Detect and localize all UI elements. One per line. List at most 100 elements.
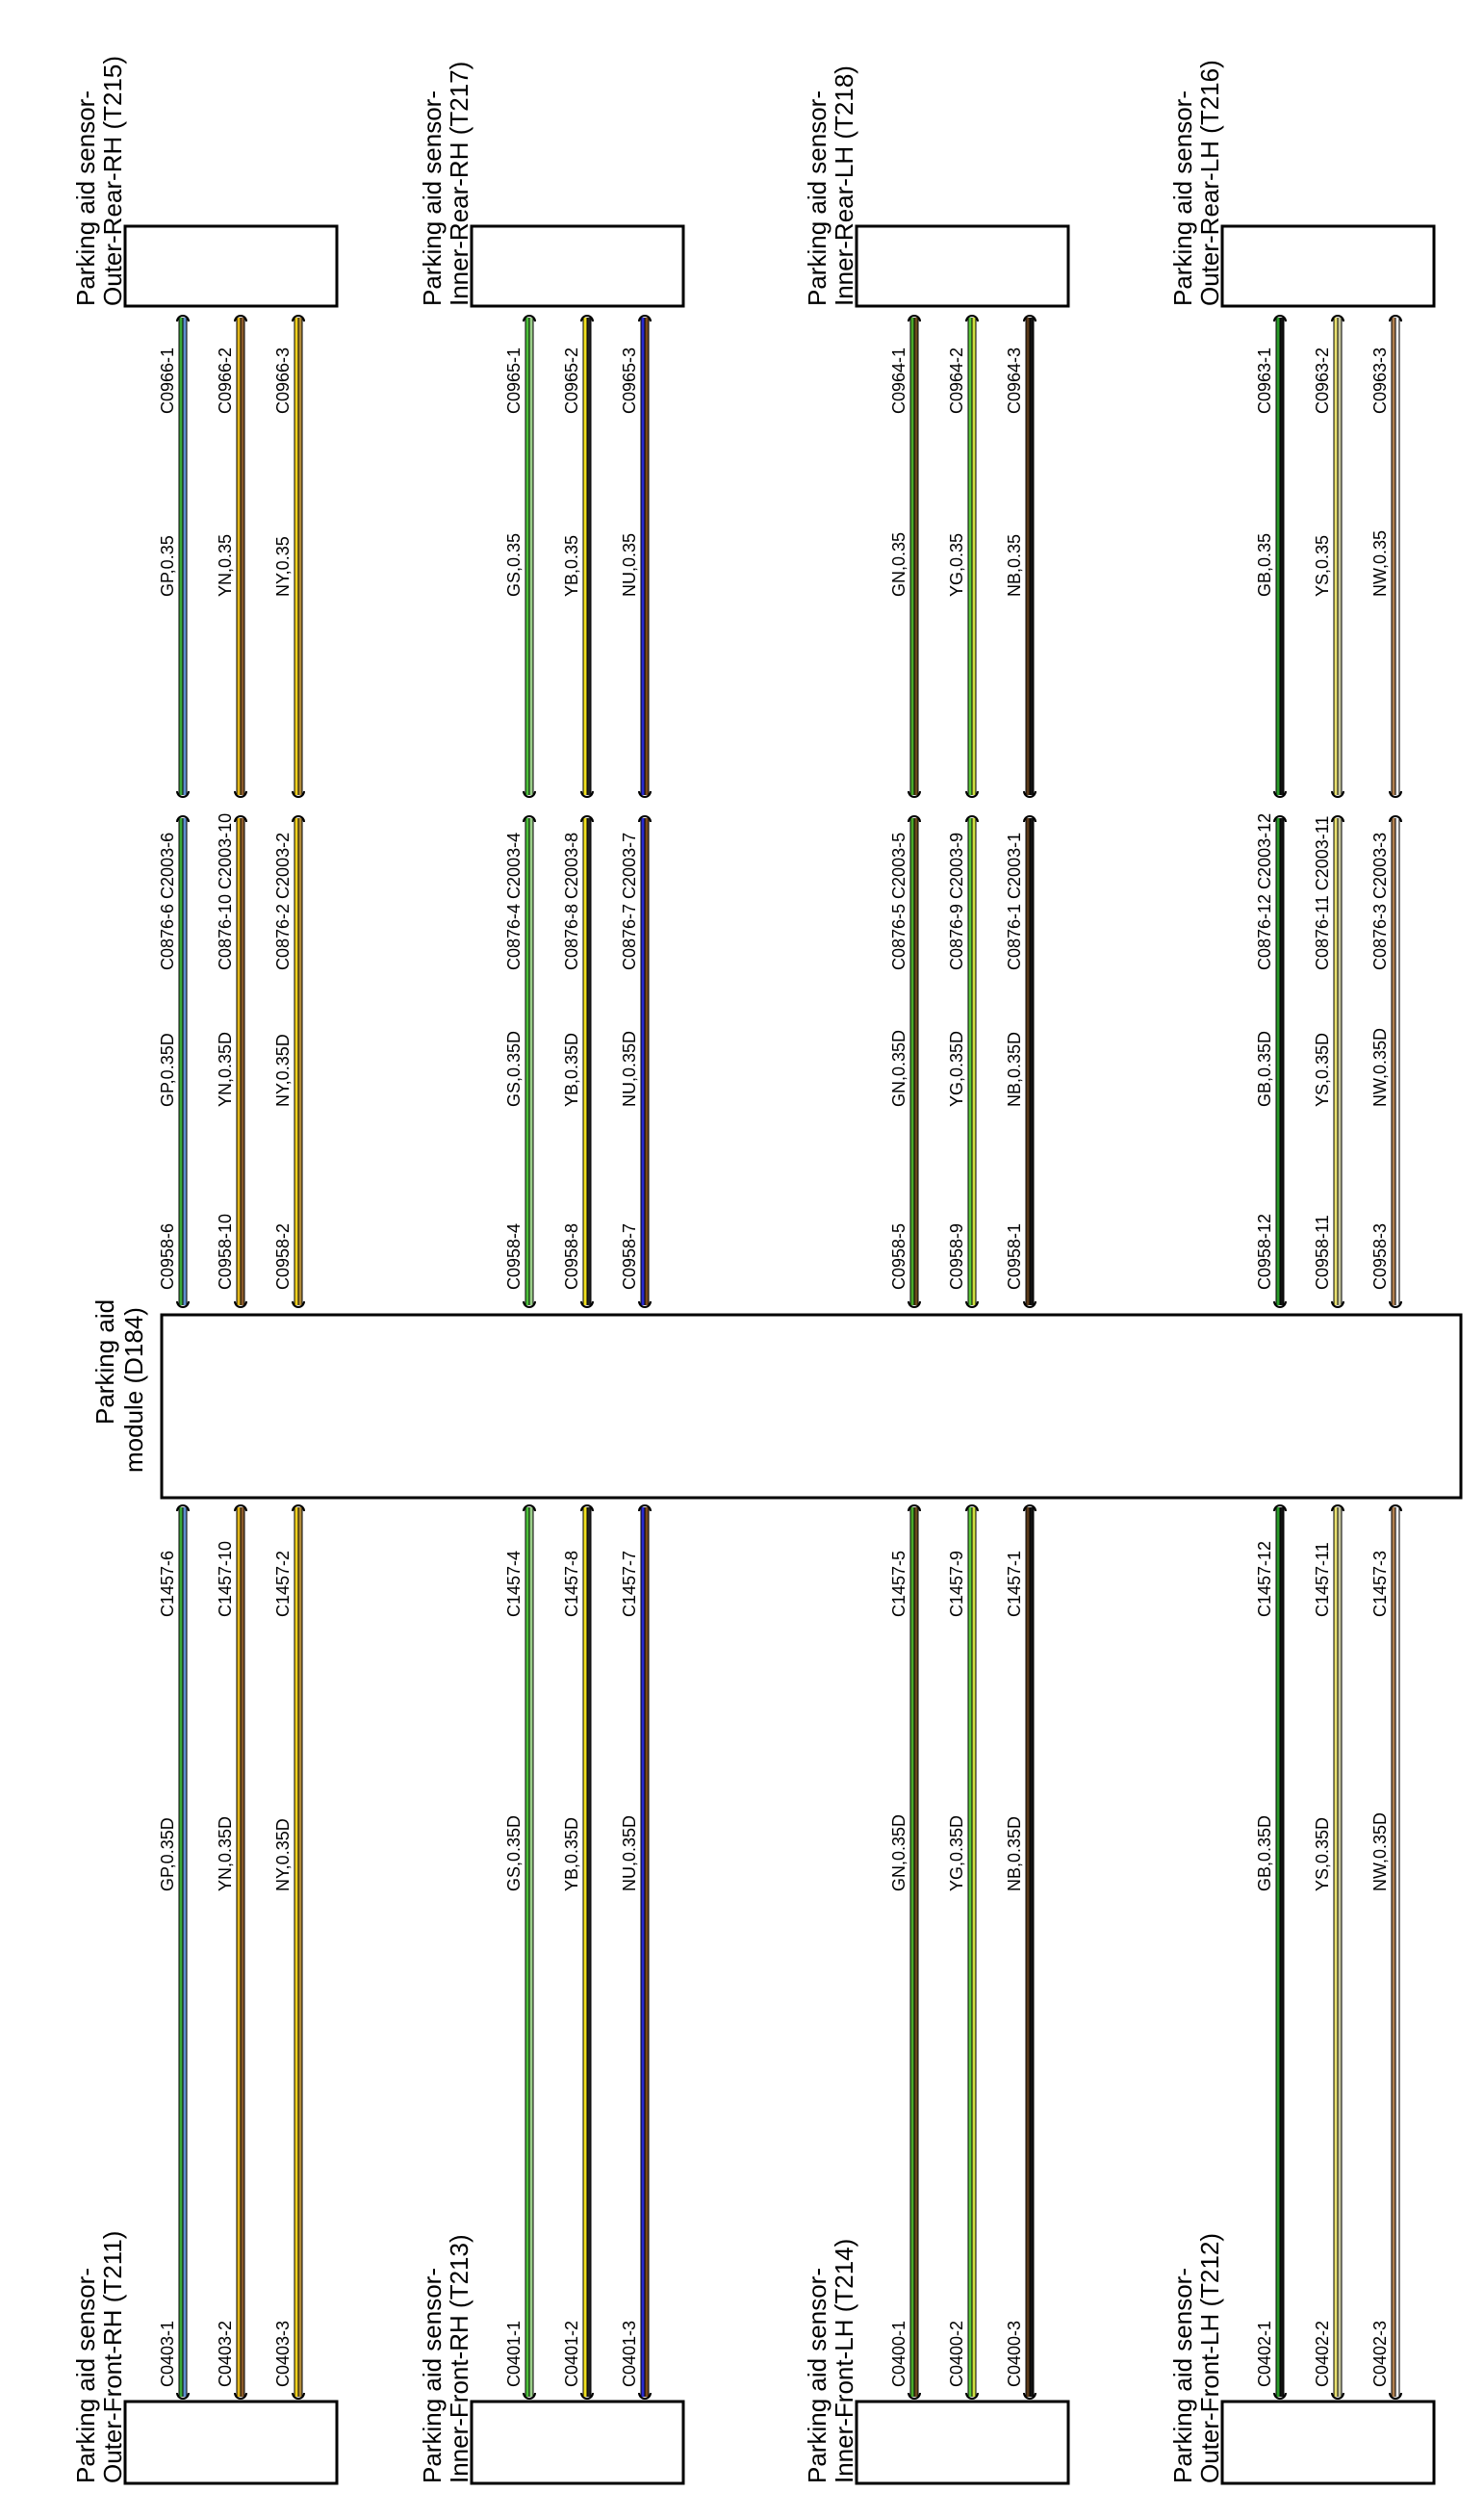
rear-pin-mark xyxy=(908,315,921,322)
front-sensor-title-line2: Inner-Front-LH (T214) xyxy=(830,2239,858,2483)
parking-aid-module-box xyxy=(160,1313,1463,1500)
front-wire-label: NB,0.35D xyxy=(1005,1816,1024,1891)
junction-mark-top xyxy=(176,790,190,798)
module-pin-top-label: C0958-3 xyxy=(1370,1223,1390,1290)
rear-pin-mark xyxy=(1331,315,1344,322)
module-pin-mark-bottom xyxy=(908,1504,921,1512)
front-sensor-title-line2: Outer-Front-LH (T212) xyxy=(1195,2233,1224,2483)
rear-pin-mark xyxy=(638,315,652,322)
wire-rear-segment xyxy=(909,318,919,795)
junction-label: C0876-8 C2003-8 xyxy=(562,833,581,970)
junction-label: C0876-5 C2003-5 xyxy=(889,833,908,970)
module-pin-bottom-label: C1457-11 xyxy=(1313,1542,1332,1617)
wire-front-segment xyxy=(967,1507,977,2397)
wire-module-segment xyxy=(1391,818,1400,1305)
junction-label: C0876-4 C2003-4 xyxy=(504,833,524,970)
module-pin-top-label: C0958-1 xyxy=(1005,1223,1024,1290)
front-pin-label: C0403-1 xyxy=(158,2321,177,2387)
front-pin-mark xyxy=(234,2392,247,2400)
front-pin-mark xyxy=(292,2392,305,2400)
front-wire-label: YB,0.35D xyxy=(562,1817,581,1891)
module-pin-bottom-label: C1457-12 xyxy=(1255,1541,1274,1617)
rear-sensor-title-line1: Parking aid sensor- xyxy=(71,90,100,306)
wire-module-segment xyxy=(967,818,977,1305)
front-pin-mark xyxy=(1273,2392,1287,2400)
rear-sensor-box xyxy=(123,224,339,308)
junction-mark-bottom xyxy=(1023,815,1036,823)
rear-pin-label: C0966-1 xyxy=(158,347,177,414)
module-pin-bottom-label: C1457-3 xyxy=(1370,1551,1390,1617)
module-pin-top-label: C0958-12 xyxy=(1255,1214,1274,1290)
front-pin-label: C0402-2 xyxy=(1313,2321,1332,2387)
junction-mark-bottom xyxy=(580,815,594,823)
front-pin-mark xyxy=(523,2392,536,2400)
junction-label: C0876-9 C2003-9 xyxy=(947,833,966,970)
wire-rear-segment xyxy=(1391,318,1400,795)
rear-wire-label: NW,0.35 xyxy=(1370,530,1390,597)
module-pin-mark-top xyxy=(965,1300,979,1308)
junction-mark-top xyxy=(523,790,536,798)
front-pin-mark xyxy=(1023,2392,1036,2400)
rear-pin-label: C0965-1 xyxy=(504,347,524,414)
module-pin-top-label: C0958-7 xyxy=(620,1223,639,1290)
wire-rear-segment xyxy=(178,318,188,795)
rear-wire-label: YB,0.35 xyxy=(562,535,581,597)
module-pin-bottom-label: C1457-8 xyxy=(562,1551,581,1617)
junction-mark-bottom xyxy=(292,815,305,823)
module-wire-label: GB,0.35D xyxy=(1255,1031,1274,1107)
module-pin-mark-top xyxy=(1331,1300,1344,1308)
front-sensor-title-line2: Inner-Front-RH (T213) xyxy=(445,2234,473,2483)
wire-rear-segment xyxy=(640,318,650,795)
rear-sensor-title-line2: Outer-Rear-LH (T216) xyxy=(1195,60,1224,306)
rear-pin-label: C0964-1 xyxy=(889,347,908,414)
module-title-line1: Parking aid xyxy=(90,1299,119,1425)
wire-front-segment xyxy=(525,1507,534,2397)
module-wire-label: GS,0.35D xyxy=(504,1031,524,1107)
rear-wire-label: YG,0.35 xyxy=(947,533,966,597)
module-pin-bottom-label: C1457-5 xyxy=(889,1551,908,1617)
module-pin-mark-top xyxy=(638,1300,652,1308)
front-pin-label: C0400-1 xyxy=(889,2321,908,2387)
junction-mark-top xyxy=(580,790,594,798)
front-pin-label: C0401-1 xyxy=(504,2321,524,2387)
front-sensor-title-line1: Parking aid sensor- xyxy=(71,2268,100,2483)
junction-mark-top xyxy=(638,790,652,798)
junction-mark-bottom xyxy=(638,815,652,823)
rear-wire-label: GB,0.35 xyxy=(1255,533,1274,597)
module-pin-mark-bottom xyxy=(1273,1504,1287,1512)
module-pin-mark-bottom xyxy=(523,1504,536,1512)
wire-front-segment xyxy=(1025,1507,1035,2397)
front-wire-label: YS,0.35D xyxy=(1313,1817,1332,1891)
front-sensor-title-line1: Parking aid sensor- xyxy=(803,2268,832,2483)
junction-mark-top xyxy=(908,790,921,798)
rear-pin-label: C0966-3 xyxy=(273,347,293,414)
module-pin-mark-bottom xyxy=(1389,1504,1402,1512)
rear-pin-mark xyxy=(523,315,536,322)
front-wire-label: NY,0.35D xyxy=(273,1818,293,1891)
junction-mark-bottom xyxy=(1273,815,1287,823)
wire-rear-segment xyxy=(1275,318,1285,795)
wire-module-segment xyxy=(294,818,303,1305)
junction-mark-top xyxy=(1331,790,1344,798)
rear-pin-mark xyxy=(1273,315,1287,322)
wire-front-segment xyxy=(178,1507,188,2397)
wire-rear-segment xyxy=(525,318,534,795)
module-pin-mark-bottom xyxy=(1023,1504,1036,1512)
rear-wire-label: YS,0.35 xyxy=(1313,535,1332,597)
module-pin-top-label: C0958-11 xyxy=(1313,1215,1332,1290)
rear-sensor-box xyxy=(1220,224,1436,308)
junction-mark-bottom xyxy=(965,815,979,823)
module-wire-label: YB,0.35D xyxy=(562,1033,581,1107)
front-pin-label: C0400-3 xyxy=(1005,2321,1024,2387)
junction-label: C0876-7 C2003-7 xyxy=(620,833,639,970)
wire-front-segment xyxy=(236,1507,245,2397)
module-wire-label: NW,0.35D xyxy=(1370,1028,1390,1107)
rear-pin-label: C0964-3 xyxy=(1005,347,1024,414)
rear-sensor-title-line2: Inner-Rear-LH (T218) xyxy=(830,65,858,306)
wire-rear-segment xyxy=(236,318,245,795)
rear-wire-label: GP,0.35 xyxy=(158,535,177,597)
wire-module-segment xyxy=(909,818,919,1305)
front-pin-mark xyxy=(580,2392,594,2400)
module-pin-mark-bottom xyxy=(234,1504,247,1512)
